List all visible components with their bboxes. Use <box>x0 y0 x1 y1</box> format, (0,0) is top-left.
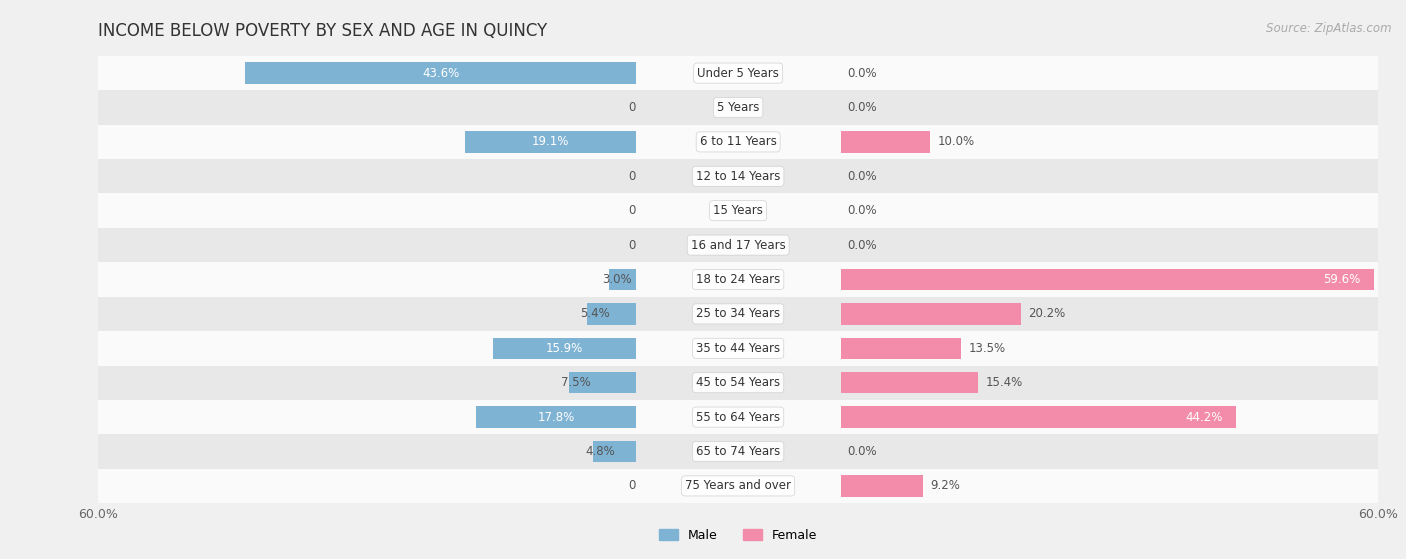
Bar <box>0 228 1406 262</box>
Text: 0.0%: 0.0% <box>628 204 658 217</box>
Text: 20.2%: 20.2% <box>1029 307 1066 320</box>
Bar <box>841 475 922 496</box>
Bar <box>0 193 1406 228</box>
Bar <box>0 297 1406 331</box>
Bar <box>0 56 1406 91</box>
Bar <box>0 468 1406 503</box>
Text: 17.8%: 17.8% <box>537 411 575 424</box>
Bar <box>0 331 1406 366</box>
Text: 0.0%: 0.0% <box>848 239 877 252</box>
Bar <box>0 159 1406 193</box>
Bar <box>0 468 1406 503</box>
Text: 19.1%: 19.1% <box>531 135 569 148</box>
Bar <box>0 125 1406 159</box>
Bar <box>0 434 1406 468</box>
Text: 0.0%: 0.0% <box>628 170 658 183</box>
Text: 12 to 14 Years: 12 to 14 Years <box>696 170 780 183</box>
Legend: Male, Female: Male, Female <box>654 524 823 547</box>
Text: 16 and 17 Years: 16 and 17 Years <box>690 239 786 252</box>
Text: 15.4%: 15.4% <box>986 376 1022 389</box>
Bar <box>0 400 1406 434</box>
Bar <box>0 228 1406 262</box>
Text: 0.0%: 0.0% <box>848 101 877 114</box>
Bar <box>0 262 1406 297</box>
Text: 15 Years: 15 Years <box>713 204 763 217</box>
Bar <box>0 331 1406 366</box>
Text: 0.0%: 0.0% <box>628 239 658 252</box>
Text: 0.0%: 0.0% <box>628 480 658 492</box>
Bar <box>841 372 979 394</box>
Text: 65 to 74 Years: 65 to 74 Years <box>696 445 780 458</box>
Text: 75 Years and over: 75 Years and over <box>685 480 792 492</box>
Text: 59.6%: 59.6% <box>1323 273 1361 286</box>
Text: 6 to 11 Years: 6 to 11 Years <box>700 135 776 148</box>
Text: 13.5%: 13.5% <box>969 342 1005 355</box>
Text: 35 to 44 Years: 35 to 44 Years <box>696 342 780 355</box>
Bar <box>588 303 636 325</box>
Text: 45 to 54 Years: 45 to 54 Years <box>696 376 780 389</box>
Text: 3.0%: 3.0% <box>602 273 631 286</box>
Bar <box>0 193 1406 228</box>
Bar <box>494 338 636 359</box>
Bar <box>0 91 1406 125</box>
Bar <box>0 331 1406 366</box>
Bar <box>0 468 1406 503</box>
Bar <box>0 297 1406 331</box>
Bar <box>568 372 636 394</box>
Text: INCOME BELOW POVERTY BY SEX AND AGE IN QUINCY: INCOME BELOW POVERTY BY SEX AND AGE IN Q… <box>98 22 548 40</box>
Bar <box>0 228 1406 262</box>
Bar <box>841 406 1236 428</box>
Bar <box>0 297 1406 331</box>
Bar <box>477 406 636 428</box>
Bar <box>245 63 636 84</box>
Text: 44.2%: 44.2% <box>1185 411 1223 424</box>
Bar <box>0 262 1406 297</box>
Bar <box>0 56 1406 91</box>
Bar <box>841 269 1374 290</box>
Bar <box>0 125 1406 159</box>
Bar <box>0 91 1406 125</box>
Text: 10.0%: 10.0% <box>938 135 974 148</box>
Bar <box>841 131 931 153</box>
Text: 5 Years: 5 Years <box>717 101 759 114</box>
Bar <box>0 366 1406 400</box>
Bar <box>0 434 1406 468</box>
Bar <box>841 338 962 359</box>
Text: 43.6%: 43.6% <box>422 67 460 79</box>
Text: 5.4%: 5.4% <box>581 307 610 320</box>
Bar <box>0 434 1406 468</box>
Bar <box>0 125 1406 159</box>
Text: Source: ZipAtlas.com: Source: ZipAtlas.com <box>1267 22 1392 35</box>
Text: 0.0%: 0.0% <box>848 170 877 183</box>
Bar <box>0 400 1406 434</box>
Bar <box>0 193 1406 228</box>
Bar <box>593 441 636 462</box>
Text: 0.0%: 0.0% <box>848 445 877 458</box>
Text: 18 to 24 Years: 18 to 24 Years <box>696 273 780 286</box>
Text: 7.5%: 7.5% <box>561 376 591 389</box>
Bar <box>0 56 1406 91</box>
Bar <box>0 262 1406 297</box>
Text: 0.0%: 0.0% <box>848 204 877 217</box>
Text: 25 to 34 Years: 25 to 34 Years <box>696 307 780 320</box>
Bar <box>465 131 636 153</box>
Text: Under 5 Years: Under 5 Years <box>697 67 779 79</box>
Text: 55 to 64 Years: 55 to 64 Years <box>696 411 780 424</box>
Text: 15.9%: 15.9% <box>546 342 583 355</box>
Bar <box>0 159 1406 193</box>
Bar <box>0 91 1406 125</box>
Text: 9.2%: 9.2% <box>931 480 960 492</box>
Text: 0.0%: 0.0% <box>628 101 658 114</box>
Bar <box>841 303 1021 325</box>
Bar <box>0 366 1406 400</box>
Text: 0.0%: 0.0% <box>848 67 877 79</box>
Bar <box>0 400 1406 434</box>
Bar <box>0 366 1406 400</box>
Bar <box>0 159 1406 193</box>
Bar <box>609 269 636 290</box>
Text: 4.8%: 4.8% <box>586 445 616 458</box>
